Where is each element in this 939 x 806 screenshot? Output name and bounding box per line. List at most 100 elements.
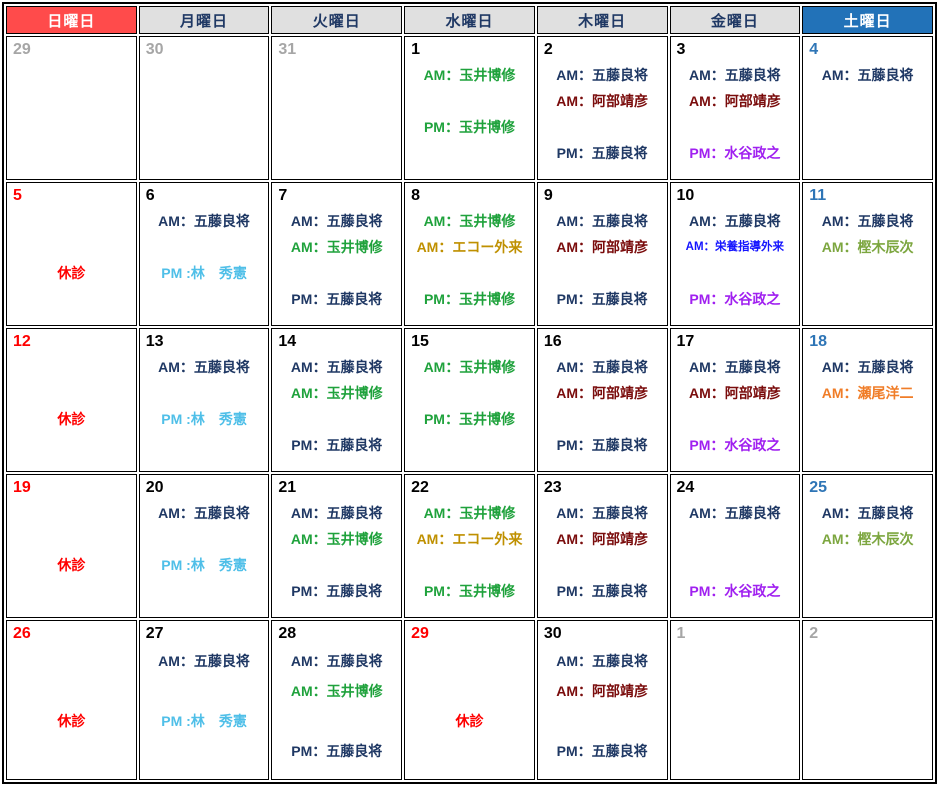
calendar-week-row-2: 5 休診 6 AM：五藤良将 PM :林 秀憲 7 AM：五藤良将 AM：玉井博修 PM：五藤良… [6, 182, 933, 326]
schedule-entry: AM：五藤良将 [290, 213, 383, 229]
empty-slot [405, 260, 534, 286]
empty-slot [140, 234, 269, 260]
day-cell-1: 1 [669, 620, 801, 780]
day-number: 27 [145, 625, 164, 642]
empty-slot [671, 114, 800, 140]
schedule-entry: AM：阿部靖彦 [556, 385, 649, 401]
day-number: 16 [543, 333, 562, 350]
schedule-entry: AM：阿部靖彦 [556, 239, 649, 255]
schedule-entry: PM：玉井博修 [423, 411, 515, 427]
empty-slot [7, 208, 136, 234]
empty-slot [140, 62, 269, 88]
schedule-entry: AM：栄養指導外来 [685, 241, 785, 253]
empty-slot [671, 676, 800, 706]
empty-slot [7, 736, 136, 766]
day-cell-26: 26 休診 [6, 620, 137, 780]
empty-slot [7, 234, 136, 260]
day-cell-30: 30 AM：五藤良将 AM：阿部靖彦 PM：五藤良将 [536, 620, 668, 780]
empty-slot [7, 380, 136, 406]
schedule-entry: AM：五藤良将 [688, 67, 781, 83]
schedule-entry: PM：五藤良将 [291, 743, 383, 759]
empty-slot [140, 88, 269, 114]
schedule-entry: PM：五藤良将 [291, 583, 383, 599]
day-cell-21: 21 AM：五藤良将 AM：玉井博修 PM：五藤良将 [271, 474, 403, 618]
schedule-entry: AM：五藤良将 [556, 505, 649, 521]
empty-slot [803, 706, 932, 736]
day-cell-29: 29 休診 [404, 620, 535, 780]
day-number: 7 [278, 187, 288, 204]
empty-slot [405, 140, 534, 166]
schedule-entry: PM :林 秀憲 [161, 265, 247, 281]
schedule-entry: AM：玉井博修 [423, 359, 516, 375]
day-cell-29: 29 [6, 36, 137, 180]
day-number: 14 [278, 333, 297, 350]
schedule-entry: AM：玉井博修 [423, 505, 516, 521]
schedule-entry: PM :林 秀憲 [161, 557, 247, 573]
schedule-entry: PM：五藤良将 [556, 291, 648, 307]
empty-slot [7, 578, 136, 604]
empty-slot [538, 260, 667, 286]
day-cell-3: 3 AM：五藤良将 AM：阿部靖彦 PM：水谷政之 [669, 36, 801, 180]
day-number: 6 [145, 187, 155, 204]
schedule-entry: AM：五藤良将 [556, 359, 649, 375]
schedule-entry: AM：玉井博修 [423, 67, 516, 83]
empty-slot [671, 260, 800, 286]
schedule-entry: AM：樫木辰次 [821, 239, 914, 255]
schedule-calendar: 日曜日 月曜日 火曜日 水曜日 木曜日 金曜日 土曜日 29 30 31 1 AM：玉井博修 PM：玉… [2, 2, 937, 784]
empty-slot [803, 286, 932, 312]
empty-slot [538, 114, 667, 140]
day-cell-5: 5 休診 [6, 182, 137, 326]
schedule-entry: AM：五藤良将 [821, 67, 914, 83]
day-header-tuesday: 火曜日 [271, 6, 403, 34]
day-cell-16: 16 AM：五藤良将 AM：阿部靖彦 PM：五藤良将 [536, 328, 668, 472]
calendar-week-row-5: 26 休診 27 AM：五藤良将 PM :林 秀憲 28 AM：五藤良将 AM：玉井博修 PM：… [6, 620, 933, 780]
day-cell-11: 11 AM：五藤良将 AM：樫木辰次 [802, 182, 933, 326]
empty-slot [140, 676, 269, 706]
schedule-entry: PM：五藤良将 [291, 291, 383, 307]
day-number: 3 [676, 41, 686, 58]
day-number: 23 [543, 479, 562, 496]
day-number: 12 [13, 333, 31, 350]
empty-slot [7, 432, 136, 458]
day-number: 1 [676, 625, 686, 642]
empty-slot [7, 88, 136, 114]
day-cell-28: 28 AM：五藤良将 AM：玉井博修 PM：五藤良将 [271, 620, 403, 780]
day-header-wednesday: 水曜日 [404, 6, 535, 34]
day-number: 11 [809, 187, 827, 204]
schedule-entry: AM：瀬尾洋二 [821, 385, 914, 401]
schedule-entry: AM：玉井博修 [423, 213, 516, 229]
schedule-entry: PM：五藤良将 [291, 437, 383, 453]
day-cell-6: 6 AM：五藤良将 PM :林 秀憲 [138, 182, 270, 326]
day-cell-1: 1 AM：玉井博修 PM：玉井博修 [404, 36, 535, 180]
empty-slot [803, 432, 932, 458]
day-number: 2 [543, 41, 553, 58]
schedule-entry: AM：五藤良将 [556, 653, 649, 669]
day-header-sunday: 日曜日 [6, 6, 137, 34]
day-cell-8: 8 AM：玉井博修 AM：エコー外来 PM：玉井博修 [404, 182, 535, 326]
empty-slot [7, 676, 136, 706]
schedule-entry: PM：水谷政之 [689, 291, 781, 307]
empty-slot [7, 140, 136, 166]
schedule-entry: AM：玉井博修 [290, 683, 383, 699]
empty-slot [140, 140, 269, 166]
empty-slot [272, 114, 401, 140]
empty-slot [671, 552, 800, 578]
day-number: 30 [543, 625, 562, 642]
day-cell-9: 9 AM：五藤良将 AM：阿部靖彦 PM：五藤良将 [536, 182, 668, 326]
schedule-entry: AM：五藤良将 [158, 213, 250, 229]
empty-slot [405, 552, 534, 578]
empty-slot [671, 736, 800, 766]
schedule-entry: AM：玉井博修 [290, 385, 383, 401]
day-number: 15 [411, 333, 429, 350]
day-number: 2 [809, 625, 819, 642]
day-cell-17: 17 AM：五藤良将 AM：阿部靖彦 PM：水谷政之 [669, 328, 801, 472]
closed-label: 休診 [57, 411, 86, 427]
empty-slot [671, 646, 800, 676]
closed-label: 休診 [57, 557, 86, 573]
day-cell-20: 20 AM：五藤良将 PM :林 秀憲 [138, 474, 270, 618]
empty-slot [7, 62, 136, 88]
day-cell-4: 4 AM：五藤良将 [802, 36, 933, 180]
day-header-thursday: 木曜日 [536, 6, 668, 34]
empty-slot [803, 114, 932, 140]
empty-slot [405, 646, 534, 676]
